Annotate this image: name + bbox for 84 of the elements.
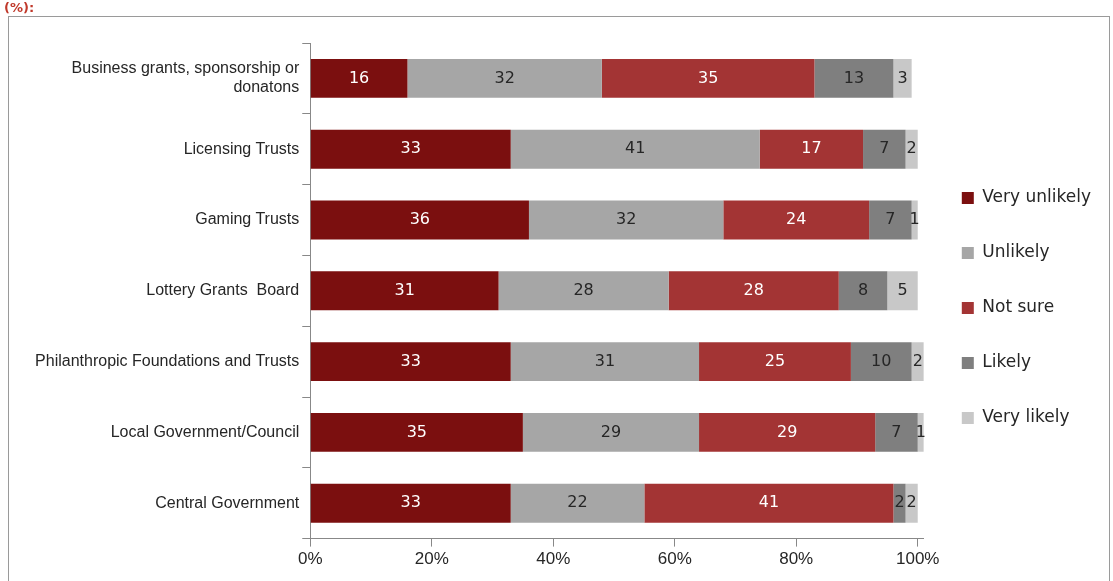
legend-label: Very unlikely (982, 186, 1091, 207)
bar (310, 342, 511, 382)
bar (510, 129, 760, 169)
legend-label: Unlikely (982, 241, 1050, 262)
bar (699, 342, 851, 382)
bar (893, 58, 912, 98)
bar (893, 483, 906, 523)
legend-label: Not sure (982, 296, 1055, 317)
bar (310, 129, 511, 169)
y-tick-label: Philanthropic Foundations and Trusts (35, 352, 300, 370)
data-label: 29 (600, 421, 622, 441)
x-tick-label: 80% (779, 549, 814, 569)
y-tick-label: Licensing Trusts (183, 139, 300, 157)
bar (644, 483, 894, 523)
data-label: 41 (758, 492, 780, 512)
data-label: 3 (897, 67, 908, 87)
x-tick-label: 100% (895, 549, 940, 569)
data-label: 2 (906, 138, 917, 158)
data-label: 2 (912, 350, 923, 370)
data-label: 7 (885, 209, 896, 229)
bar (510, 483, 645, 523)
data-label: 28 (573, 279, 594, 299)
data-label: 32 (615, 209, 637, 229)
bar (759, 129, 864, 169)
data-label: 8 (857, 279, 869, 299)
bar (498, 271, 669, 311)
x-tick-label: 20% (414, 549, 449, 569)
bar (407, 58, 602, 98)
bar (887, 271, 918, 311)
bar (850, 342, 912, 382)
y-tick-label: Lottery Grants Board (146, 281, 300, 299)
data-label: 33 (400, 138, 421, 158)
bar (310, 58, 408, 98)
legend-label: Likely (982, 351, 1031, 372)
bar (814, 58, 894, 98)
data-label: 16 (348, 67, 370, 87)
bar (601, 58, 815, 98)
x-tick-label: 60% (657, 549, 692, 569)
bar (838, 271, 888, 311)
data-label: 2 (894, 492, 905, 512)
bar (510, 342, 700, 382)
data-label: 7 (891, 421, 902, 441)
x-tick-label: 0% (297, 549, 323, 569)
data-label: 41 (625, 138, 646, 158)
data-label: 25 (764, 350, 786, 370)
data-label: 7 (879, 138, 890, 158)
data-label: 5 (897, 279, 908, 299)
data-label: 1 (909, 209, 920, 229)
y-tick-label: Central Government (155, 493, 300, 511)
bar (869, 200, 912, 240)
data-label: 35 (697, 67, 719, 87)
data-label: 35 (406, 421, 427, 441)
data-label: 29 (776, 421, 798, 441)
data-label: 13 (843, 67, 865, 87)
data-label: 2 (906, 492, 917, 512)
bar (723, 200, 870, 240)
y-tick-label: Gaming Trusts (195, 210, 300, 228)
data-label: 33 (400, 350, 421, 370)
data-label: 17 (801, 138, 822, 158)
x-tick-label: 40% (536, 549, 571, 569)
data-label: 31 (594, 350, 616, 370)
data-label: 1 (915, 421, 926, 441)
data-label: 31 (394, 279, 415, 299)
bar (863, 129, 906, 169)
bar (310, 271, 499, 311)
text: (%): (4, 0, 35, 15)
bar (310, 412, 523, 452)
bar (310, 200, 529, 240)
bar (310, 483, 511, 523)
y-tick-label: Business grants, sponsorship or donatons (71, 59, 300, 96)
data-label: 22 (567, 492, 588, 512)
data-label: 36 (409, 209, 431, 229)
data-label: 28 (743, 279, 764, 299)
bar (699, 412, 876, 452)
data-label: 32 (494, 67, 515, 87)
data-label: 33 (400, 492, 421, 512)
y-tick-label: Local Government/Council (110, 422, 300, 440)
legend-label: Very likely (982, 406, 1070, 427)
bar (528, 200, 724, 240)
bar (522, 412, 700, 452)
bar (875, 412, 918, 452)
data-label: 24 (786, 209, 807, 229)
bar (668, 271, 839, 311)
data-label: 10 (871, 350, 892, 370)
